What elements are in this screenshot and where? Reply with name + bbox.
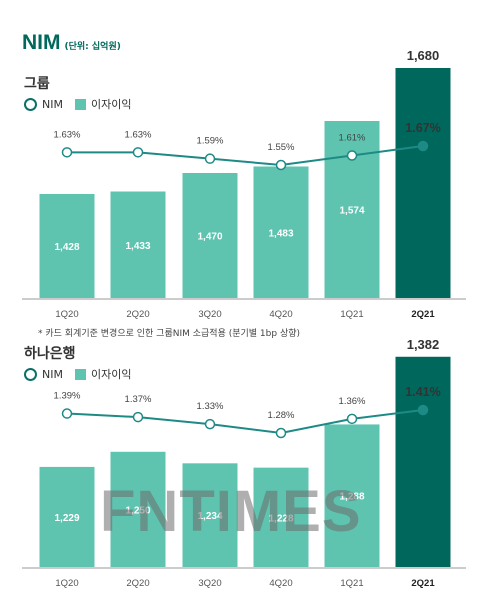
- bar-1Q21: [324, 424, 380, 567]
- nim-label: 1.37%: [125, 394, 152, 405]
- bar-label: 1,288: [339, 492, 364, 503]
- nim-label: 1.55%: [268, 142, 295, 153]
- legend-interest-label: 이자이익: [90, 98, 132, 111]
- tick-label: 3Q20: [198, 309, 221, 320]
- tick-label: 1Q20: [55, 309, 78, 320]
- nim-point: [132, 147, 144, 158]
- nim-line: [67, 145, 424, 167]
- bar-2Q20: [110, 451, 166, 567]
- nim-point: [132, 411, 144, 423]
- footnote: * 카드 회계기준 변경으로 인한 그룹NIM 소급적용 (분기별 1bp 상향…: [38, 329, 301, 339]
- nim-point: [204, 418, 216, 430]
- bar-2Q21: [395, 68, 451, 298]
- tick-label: 3Q20: [198, 578, 221, 589]
- tick-label: 2Q20: [126, 309, 149, 320]
- bar-1Q20: [39, 194, 95, 298]
- nim-point: [61, 408, 73, 419]
- bar-label: 1,250: [125, 505, 150, 516]
- title-text: NIM: [22, 31, 61, 54]
- nim-label: 1.59%: [197, 136, 224, 147]
- bar-label: 1,574: [339, 206, 364, 217]
- nim-label: 1.41%: [405, 385, 440, 399]
- interest-swatch-icon: [74, 98, 86, 110]
- tick-label: 1Q21: [340, 578, 363, 589]
- nim-label: 1.63%: [54, 129, 81, 140]
- bar-label: 1,680: [407, 48, 440, 63]
- nim-label: 1.33%: [197, 401, 224, 412]
- page-title: NIM (단위: 십억원): [22, 31, 121, 55]
- bar-label: 1,228: [268, 513, 293, 524]
- bar-label: 1,433: [125, 241, 150, 252]
- nim-point: [346, 150, 358, 161]
- bar-label: 1,470: [197, 232, 222, 243]
- nim-point: [346, 413, 358, 425]
- tick-label: 2Q21: [411, 309, 435, 320]
- nim-marker-icon: [24, 367, 37, 381]
- legend-bank: NIM 이자이익: [24, 366, 131, 382]
- bar-label: 1,382: [407, 337, 440, 352]
- section-title-bank: 하나은행: [24, 346, 76, 362]
- legend-nim-label: NIM: [42, 97, 63, 111]
- nim-point: [61, 147, 73, 158]
- bar-4Q20: [253, 467, 309, 567]
- tick-label: 1Q21: [340, 309, 363, 320]
- nim-label: 1.61%: [339, 133, 366, 144]
- bar-2Q21: [395, 356, 451, 567]
- bar-label: 1,234: [197, 511, 222, 522]
- bar-3Q20: [182, 463, 238, 567]
- interest-swatch-icon: [74, 368, 86, 380]
- bar-label: 1,229: [54, 513, 79, 524]
- tick-label: 2Q20: [126, 578, 149, 589]
- tick-label: 2Q21: [411, 578, 435, 589]
- bar-4Q20: [253, 166, 309, 298]
- nim-point: [417, 404, 429, 416]
- bar-label: 1,428: [54, 242, 79, 253]
- nim-label: 1.36%: [339, 396, 366, 407]
- tick-label: 1Q20: [55, 578, 78, 589]
- nim-point: [275, 159, 287, 171]
- legend-group: NIM 이자이익: [24, 96, 131, 112]
- nim-point: [275, 427, 287, 439]
- bar-2Q20: [110, 191, 166, 298]
- legend-nim-label: NIM: [42, 367, 63, 381]
- group-nim-chart: 1,428 1Q20 1,433 2Q20 1,470 3Q20 1,483 4Q20 1,57…: [22, 48, 466, 320]
- nim-line: [66, 409, 424, 435]
- nim-marker-icon: [24, 97, 37, 111]
- nim-point: [204, 153, 216, 164]
- nim-label: 1.28%: [268, 410, 295, 421]
- legend-interest-label: 이자이익: [90, 368, 132, 381]
- nim-label: 1.39%: [54, 391, 81, 402]
- nim-label: 1.67%: [405, 121, 440, 135]
- unit-text: (단위: 십억원): [64, 42, 121, 52]
- section-title-group: 그룹: [24, 76, 50, 92]
- tick-label: 4Q20: [269, 578, 292, 589]
- bar-3Q20: [182, 173, 238, 298]
- nim-label: 1.63%: [125, 129, 152, 140]
- tick-label: 4Q20: [269, 309, 292, 320]
- nim-point: [417, 140, 429, 152]
- bar-label: 1,483: [268, 228, 293, 239]
- bar-1Q20: [39, 466, 95, 567]
